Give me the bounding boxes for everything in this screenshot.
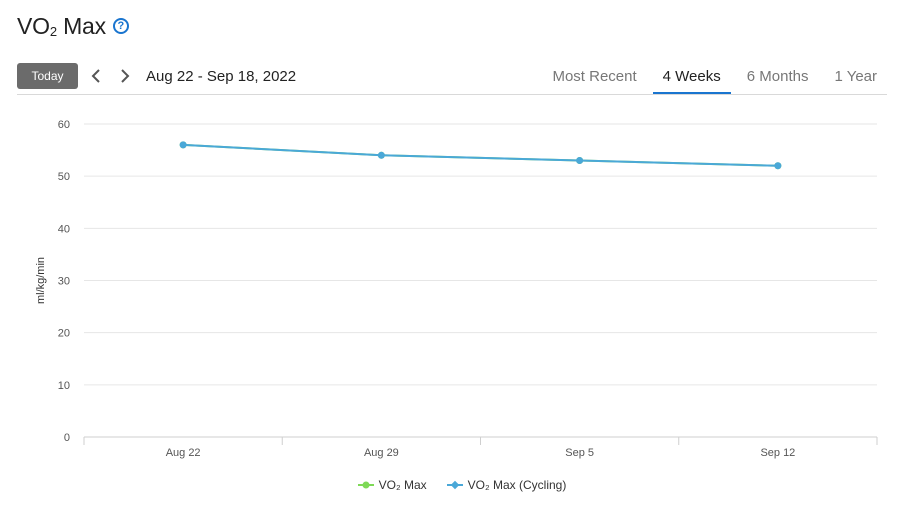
data-point: [576, 157, 584, 165]
y-tick-label: 0: [64, 432, 70, 444]
legend-label: VO₂ Max: [378, 478, 427, 492]
y-tick-label: 30: [58, 276, 70, 288]
vo2-line-chart: 0 10 20 30 40 50 60 Aug 22 Aug 29 Sep 5 Sep 12 ml/k…: [35, 119, 878, 459]
legend-item[interactable]: VO₂ Max (Cycling): [446, 478, 567, 492]
tab-most-recent[interactable]: Most Recent: [552, 68, 637, 85]
toolbar: Today Aug 22 - Sep 18, 2022 Most Recent 4…: [17, 63, 887, 95]
page-header: VO2 Max ?: [17, 10, 129, 42]
legend-swatch: [357, 481, 374, 489]
y-tick-label: 50: [58, 171, 70, 183]
title-subscript: 2: [49, 23, 57, 39]
legend-item[interactable]: VO₂ Max: [357, 478, 427, 492]
chart-legend: VO₂ Max VO₂ Max (Cycling): [0, 478, 924, 492]
title-main: VO: [17, 12, 50, 39]
chevron-right-icon[interactable]: [115, 65, 135, 87]
data-point: [377, 151, 385, 159]
x-tick-label: Aug 22: [166, 447, 201, 459]
data-point: [774, 162, 782, 170]
tab-6-months[interactable]: 6 Months: [746, 68, 809, 85]
page-title: VO2 Max: [17, 13, 106, 40]
y-tick-label: 10: [58, 380, 70, 392]
series-line: [183, 143, 778, 167]
date-range: Aug 22 - Sep 18, 2022: [146, 68, 297, 85]
title-rest: Max: [56, 12, 106, 39]
chevron-left-icon[interactable]: [86, 65, 106, 87]
question-circle-icon[interactable]: ?: [112, 18, 129, 34]
x-tick-label: Sep 5: [565, 447, 594, 459]
tab-1-year[interactable]: 1 Year: [834, 68, 877, 85]
y-tick-label: 20: [58, 328, 70, 340]
tab-4-weeks[interactable]: 4 Weeks: [652, 63, 731, 94]
today-button[interactable]: Today: [17, 63, 78, 89]
data-point: [179, 141, 187, 149]
y-tick-label: 60: [58, 119, 70, 131]
chart-area: 0 10 20 30 40 50 60 Aug 22 Aug 29 Sep 5 Sep 12 ml/k…: [0, 100, 924, 523]
legend-swatch: [446, 480, 463, 490]
y-axis-label: ml/kg/min: [35, 257, 47, 304]
legend-label: VO₂ Max (Cycling): [467, 478, 567, 492]
x-tick-label: Sep 12: [760, 447, 795, 459]
x-tick-label: Aug 29: [364, 447, 399, 459]
range-tabs: Most Recent 4 Weeks 6 Months 1 Year: [536, 63, 887, 94]
y-tick-label: 40: [58, 223, 70, 235]
